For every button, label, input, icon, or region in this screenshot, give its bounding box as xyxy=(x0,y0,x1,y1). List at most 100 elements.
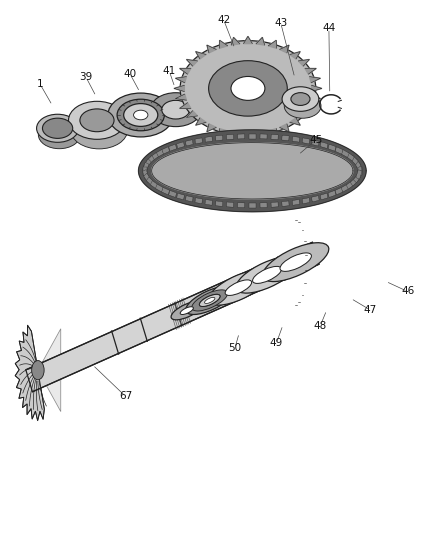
Polygon shape xyxy=(155,150,163,157)
Polygon shape xyxy=(173,85,184,92)
Polygon shape xyxy=(289,118,300,125)
Text: 43: 43 xyxy=(273,18,287,28)
Ellipse shape xyxy=(171,301,202,320)
Polygon shape xyxy=(319,193,327,200)
Polygon shape xyxy=(311,196,318,202)
Ellipse shape xyxy=(199,294,219,306)
Polygon shape xyxy=(346,181,353,189)
Text: 46: 46 xyxy=(400,286,413,296)
Text: 42: 42 xyxy=(217,15,230,26)
Polygon shape xyxy=(206,124,216,132)
Polygon shape xyxy=(231,37,239,45)
Polygon shape xyxy=(279,45,288,53)
Text: 50: 50 xyxy=(228,343,241,353)
Ellipse shape xyxy=(133,110,148,120)
Ellipse shape xyxy=(208,270,268,305)
Polygon shape xyxy=(340,150,348,157)
Polygon shape xyxy=(292,199,299,205)
Ellipse shape xyxy=(230,76,264,100)
Polygon shape xyxy=(168,144,176,151)
Text: 48: 48 xyxy=(313,321,326,331)
Text: 40: 40 xyxy=(123,69,136,78)
Polygon shape xyxy=(15,325,44,421)
Ellipse shape xyxy=(32,360,44,379)
Polygon shape xyxy=(215,201,223,206)
Polygon shape xyxy=(161,188,169,195)
Polygon shape xyxy=(186,111,197,117)
Polygon shape xyxy=(279,124,288,132)
Polygon shape xyxy=(298,111,309,117)
Ellipse shape xyxy=(199,294,219,306)
Ellipse shape xyxy=(36,114,78,142)
Polygon shape xyxy=(334,147,342,154)
Ellipse shape xyxy=(236,257,297,293)
Ellipse shape xyxy=(124,103,157,126)
Polygon shape xyxy=(281,201,289,206)
Polygon shape xyxy=(350,156,357,165)
Polygon shape xyxy=(281,135,289,141)
Polygon shape xyxy=(142,163,148,172)
Ellipse shape xyxy=(191,290,227,311)
Polygon shape xyxy=(175,77,186,83)
Polygon shape xyxy=(151,143,352,199)
Ellipse shape xyxy=(262,243,328,281)
Ellipse shape xyxy=(38,120,80,149)
Polygon shape xyxy=(226,202,233,207)
Polygon shape xyxy=(226,134,233,140)
Ellipse shape xyxy=(180,306,193,314)
Polygon shape xyxy=(161,147,169,154)
Polygon shape xyxy=(255,37,264,45)
Ellipse shape xyxy=(117,99,164,131)
Polygon shape xyxy=(353,159,360,168)
Polygon shape xyxy=(186,60,197,66)
Polygon shape xyxy=(255,132,264,140)
Polygon shape xyxy=(168,190,176,197)
Polygon shape xyxy=(143,173,151,183)
Polygon shape xyxy=(301,138,309,144)
Ellipse shape xyxy=(185,286,233,314)
Text: 39: 39 xyxy=(79,72,92,82)
Polygon shape xyxy=(289,52,300,59)
Polygon shape xyxy=(327,144,335,151)
Polygon shape xyxy=(355,163,361,172)
Polygon shape xyxy=(292,136,299,142)
Polygon shape xyxy=(268,128,276,136)
Polygon shape xyxy=(237,203,244,208)
Ellipse shape xyxy=(252,266,281,284)
Polygon shape xyxy=(237,134,244,139)
Polygon shape xyxy=(248,134,255,139)
Polygon shape xyxy=(146,156,154,165)
Polygon shape xyxy=(143,159,151,168)
Polygon shape xyxy=(270,202,278,207)
Polygon shape xyxy=(205,199,212,205)
Polygon shape xyxy=(177,193,184,200)
Ellipse shape xyxy=(282,87,318,111)
Polygon shape xyxy=(304,68,315,74)
Polygon shape xyxy=(195,52,205,59)
Ellipse shape xyxy=(204,297,215,303)
Text: 47: 47 xyxy=(363,305,376,315)
Polygon shape xyxy=(346,152,353,161)
Polygon shape xyxy=(357,166,360,175)
Polygon shape xyxy=(177,142,184,149)
Polygon shape xyxy=(243,133,252,141)
Ellipse shape xyxy=(284,94,320,118)
Polygon shape xyxy=(175,94,186,100)
Text: 49: 49 xyxy=(269,338,283,348)
Polygon shape xyxy=(195,118,205,125)
Polygon shape xyxy=(309,77,320,83)
Polygon shape xyxy=(146,177,154,186)
Polygon shape xyxy=(311,85,321,92)
Polygon shape xyxy=(179,103,191,108)
Polygon shape xyxy=(219,41,227,48)
Polygon shape xyxy=(353,173,360,183)
Ellipse shape xyxy=(225,280,251,295)
Polygon shape xyxy=(355,169,361,179)
Polygon shape xyxy=(206,45,216,53)
Polygon shape xyxy=(304,103,315,108)
Polygon shape xyxy=(319,142,327,149)
Polygon shape xyxy=(143,166,147,175)
Polygon shape xyxy=(38,329,60,411)
Ellipse shape xyxy=(71,111,127,149)
Ellipse shape xyxy=(180,41,315,136)
